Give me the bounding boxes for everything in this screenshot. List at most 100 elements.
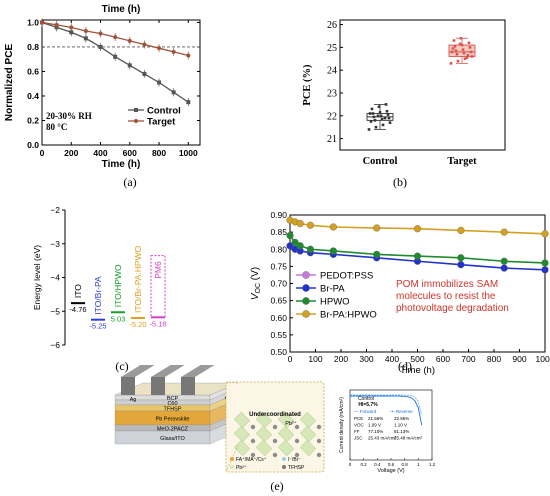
y-tick-label: 23 xyxy=(327,88,337,99)
legend-reverse: -•- Reverse xyxy=(390,409,413,414)
legend-marker xyxy=(134,108,138,112)
legend-label: Br-PA:HPWO xyxy=(320,310,377,321)
table-row-label: PCE xyxy=(354,416,363,421)
table-reverse-value: 81.13% xyxy=(394,429,409,434)
hysteresis-index: HI=5.7% xyxy=(358,402,378,408)
x-tick-label: 0 xyxy=(349,462,352,467)
caption-b: (b) xyxy=(393,175,407,189)
x-tick-label: 1000 xyxy=(179,148,198,158)
data-point xyxy=(367,128,371,131)
data-point xyxy=(541,266,549,274)
x-axis-label: Time (h) xyxy=(102,159,141,170)
legend-label: Target xyxy=(147,117,176,128)
x-tick-label: 700 xyxy=(461,354,475,364)
y-tick-label: 0.2 xyxy=(27,115,39,125)
data-point xyxy=(379,114,383,118)
data-point xyxy=(127,38,132,43)
x-tick-label: 500 xyxy=(410,354,424,364)
table-forward-value: 77.10% xyxy=(368,429,383,434)
y-tick-label: 25 xyxy=(327,43,337,54)
data-point xyxy=(454,49,458,53)
y-tick-label: −5 xyxy=(50,306,60,316)
data-point xyxy=(470,55,474,58)
a-site-cation xyxy=(294,438,300,444)
energy-value-label: -5.18 xyxy=(149,319,166,328)
y-tick-label: 0.4 xyxy=(27,91,39,101)
data-point xyxy=(83,36,88,41)
a-site-cation xyxy=(316,452,322,458)
legend-marker xyxy=(230,465,234,469)
table-forward-value: 25.43 mA/cm² xyxy=(368,436,397,441)
data-point xyxy=(451,47,455,50)
jv-forward-curve xyxy=(350,395,423,426)
legend-marker xyxy=(134,119,138,123)
table-forward-value: 21.56% xyxy=(368,416,383,421)
legend-marker xyxy=(282,465,286,469)
y-tick-label: 0.65 xyxy=(270,296,287,306)
layer-label: BCP xyxy=(167,396,179,402)
y-axis-label: VOC (V) xyxy=(250,267,262,300)
ag-label: Ag xyxy=(130,397,137,403)
data-point xyxy=(460,43,464,47)
annotation-text: photovoltage degradation xyxy=(396,303,509,314)
a-site-cation xyxy=(272,424,278,430)
x-tick-label: 0.8 xyxy=(402,462,409,467)
data-point xyxy=(373,224,381,232)
data-point xyxy=(462,51,466,55)
table-row-label: JSC xyxy=(354,436,363,441)
octahedron xyxy=(299,411,317,429)
x-tick-label: 100 xyxy=(308,354,322,364)
inset-ion-label: Pb²⁺ xyxy=(285,420,297,427)
annotation-text: POM immobilizes SAM xyxy=(396,279,498,290)
data-point xyxy=(171,90,176,95)
data-point xyxy=(380,117,384,121)
caption-a: (a) xyxy=(123,175,136,189)
legend-marker xyxy=(282,457,286,461)
x-tick-label: 1000 xyxy=(536,354,550,364)
data-point xyxy=(388,121,392,124)
x-tick-label: 800 xyxy=(152,148,166,158)
jv-title: Control xyxy=(358,396,374,402)
data-point xyxy=(465,56,469,59)
legend-label: I⁻/Br⁻ xyxy=(288,457,301,463)
x-tick-label: 400 xyxy=(385,354,399,364)
layer-label: MeO-2PACZ xyxy=(157,427,189,433)
data-point xyxy=(413,225,422,233)
a-site-cation xyxy=(250,438,256,444)
data-point xyxy=(98,44,103,49)
pm6-band-box xyxy=(150,255,166,318)
y-tick-label: 22 xyxy=(327,111,337,122)
data-point xyxy=(142,42,147,47)
data-point xyxy=(69,30,74,35)
a-site-cation xyxy=(294,424,300,430)
caption-c: (c) xyxy=(115,359,128,373)
data-point xyxy=(381,123,385,127)
data-point xyxy=(372,115,376,119)
level-name-label: ITO xyxy=(73,284,83,298)
data-point xyxy=(329,247,337,255)
data-point xyxy=(458,42,462,46)
data-point xyxy=(171,49,176,54)
legend-label: Pb²⁺ xyxy=(236,465,247,471)
y-tick-label: 0.50 xyxy=(270,347,287,357)
octahedron xyxy=(299,439,317,457)
plot-frame xyxy=(41,19,201,146)
a-site-cation xyxy=(294,452,300,458)
panel-d-chart: 0 100 200 300 400 500 600 700 800 900 1000 0.50 0.55… xyxy=(250,210,550,376)
octahedron xyxy=(233,425,251,443)
y-tick-label: −6 xyxy=(50,340,60,350)
a-site-cation xyxy=(316,424,322,430)
connector xyxy=(225,444,239,473)
legend-marker xyxy=(302,284,310,292)
level-name-label: ITO/Br-PA:HPWO xyxy=(133,245,143,313)
data-point xyxy=(83,29,88,34)
layer-label: Pb Perovskite xyxy=(156,417,190,423)
layer-label: Glass/ITO xyxy=(160,436,185,442)
a-site-cation xyxy=(250,424,256,430)
octahedron xyxy=(233,411,251,429)
inset-label: Undercoordinated xyxy=(249,412,301,418)
data-point xyxy=(291,238,299,247)
data-point xyxy=(368,112,372,115)
ag-top xyxy=(151,365,185,377)
